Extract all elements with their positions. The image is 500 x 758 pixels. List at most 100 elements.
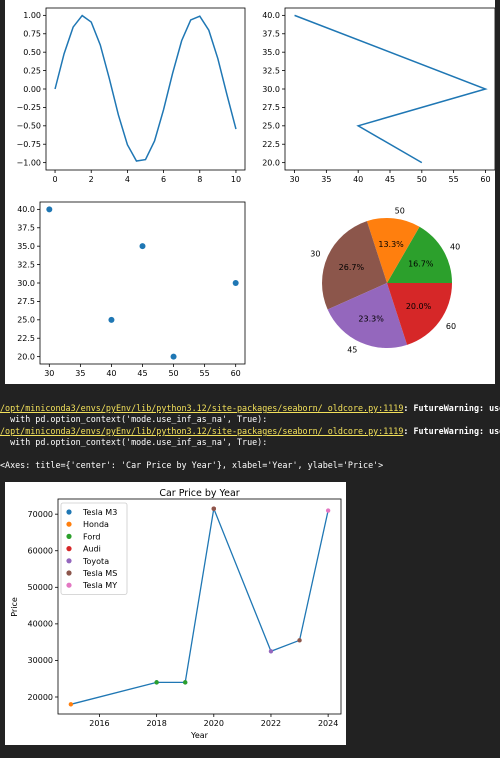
scatter-ytick-label: 27.5 (17, 297, 35, 306)
warning-1-path-link[interactable]: /opt/miniconda3/envs/pyEnv/lib/python3.1… (0, 403, 404, 413)
scatter-point (46, 206, 53, 213)
subplot-figure: 0 2 4 6 8 10 1.00 0.75 0.50 0.25 0.00 −0.25 −0.50 −0.… (5, 0, 496, 384)
price-ytick-label: 40000 (28, 620, 53, 629)
price-xtick-label: 2022 (261, 719, 281, 728)
price-legend: Tesla M3 Honda Ford Audi Toyota Tesla MS Tesla… (60, 502, 128, 595)
scatter-frame (39, 201, 246, 365)
sine-frame (45, 7, 246, 171)
price-chart-title: Car Price by Year (159, 488, 239, 499)
pie-slice (366, 218, 420, 283)
pie-pct-label: 26.7% (339, 263, 365, 272)
price-point-tesla-ms (211, 506, 216, 511)
scatter-xtick-label: 55 (200, 369, 210, 378)
zigzag-xtick-label: 45 (385, 175, 395, 184)
pie-pct-label: 23.3% (358, 315, 384, 324)
scatter-point (108, 316, 115, 323)
warning-line-2b: with pd.option_context('mode.use_inf_as_… (0, 437, 268, 447)
zigzag-xtick-label: 40 (353, 175, 363, 184)
warning-1-message: : FutureWarning: use_inf_as_na option is… (403, 403, 500, 413)
price-xlabel: Year (190, 731, 209, 740)
sine-ytick-label: 0.75 (23, 30, 41, 39)
price-xtick-label: 2016 (89, 719, 109, 728)
scatter-ytick-label: 22.5 (17, 334, 35, 343)
pie-pct-label: 16.7% (408, 260, 434, 269)
price-point-ford (154, 680, 159, 685)
sine-ytick-label: −0.75 (16, 140, 41, 149)
sine-xtick-label: 2 (89, 175, 94, 184)
zigzag-xtick-label: 35 (321, 175, 331, 184)
pie-slice (387, 283, 452, 345)
zigzag-ytick-label: 35.0 (262, 48, 280, 57)
price-point-honda (68, 702, 74, 707)
scatter-xtick-label: 35 (75, 369, 85, 378)
axes-repr-output: <Axes: title={'center': 'Car Price by Ye… (0, 460, 384, 470)
price-ytick-label: 50000 (28, 583, 53, 592)
legend-marker (66, 521, 72, 527)
legend-label: Audi (83, 545, 101, 554)
scatter-ytick-label: 35.0 (17, 242, 35, 251)
scatter-ytick-label: 25.0 (17, 316, 35, 325)
sine-ytick-label: −0.25 (16, 103, 41, 112)
pie-slice-label: 40 (450, 243, 460, 252)
warning-2-path-link[interactable]: /opt/miniconda3/envs/pyEnv/lib/python3.1… (0, 426, 404, 436)
pie-slice-label: 50 (395, 207, 405, 216)
scatter-axes: 30 35 40 45 50 55 60 40.0 37.5 35.0 32.5 30.0 27.5 25… (17, 201, 246, 378)
price-xtick-label: 2024 (318, 719, 338, 728)
scatter-ytick-label: 32.5 (17, 260, 35, 269)
sine-ytick-label: 0.25 (23, 66, 41, 75)
legend-label: Honda (83, 520, 109, 529)
sine-xtick-label: 6 (161, 175, 166, 184)
zigzag-xtick-label: 50 (417, 175, 427, 184)
scatter-xtick-label: 30 (44, 369, 54, 378)
legend-label: Ford (83, 532, 100, 541)
scatter-xtick-label: 45 (137, 369, 147, 378)
sine-xtick-label: 0 (52, 175, 57, 184)
sine-ytick-label: −1.00 (16, 158, 41, 167)
price-point-tesla-my (325, 508, 331, 513)
sine-ytick-label: 1.00 (23, 11, 41, 20)
legend-marker (66, 558, 72, 564)
zigzag-ytick-label: 40.0 (262, 11, 280, 20)
legend-label: Tesla M3 (82, 508, 117, 517)
scatter-ytick-label: 20.0 (17, 352, 35, 361)
zigzag-ytick-label: 20.0 (262, 158, 280, 167)
scatter-ytick-label: 30.0 (17, 279, 35, 288)
price-ytick-label: 20000 (28, 693, 53, 702)
price-legend-frame (60, 502, 128, 595)
pie-slice (327, 283, 408, 348)
zigzag-axes: 30 35 40 45 50 55 60 40.0 37.5 35.0 32.5 30.0 27.5 25… (262, 7, 496, 184)
zigzag-frame (284, 7, 496, 171)
sine-ytick-label: 0.00 (23, 85, 41, 94)
warning-2-message: : FutureWarning: use_inf_as_na option is… (403, 426, 500, 436)
pie-slice-label: 45 (347, 346, 357, 355)
price-xtick-label: 2020 (204, 719, 224, 728)
sine-ytick-label: −0.50 (16, 122, 41, 131)
zigzag-xtick-label: 60 (480, 175, 490, 184)
zigzag-ytick-label: 37.5 (262, 30, 280, 39)
price-ytick-label: 60000 (28, 547, 53, 556)
price-point-tesla-ms (297, 638, 302, 643)
price-frame (57, 498, 342, 715)
price-ytick-label: 70000 (28, 510, 53, 519)
zigzag-xtick-label: 30 (289, 175, 299, 184)
car-price-figure: 2016 2018 2020 2022 2024 70000 60000 50000 40000… (5, 482, 346, 745)
zigzag-ytick-label: 25.0 (262, 122, 280, 131)
scatter-ytick-label: 40.0 (17, 205, 35, 214)
legend-marker (66, 546, 72, 552)
car-price-figure-svg: 2016 2018 2020 2022 2024 70000 60000 50000 40000… (10, 488, 342, 740)
sine-xtick-label: 4 (125, 175, 130, 184)
zigzag-ytick-label: 22.5 (262, 140, 280, 149)
price-axes: 2016 2018 2020 2022 2024 70000 60000 50000 40000… (28, 498, 342, 728)
price-xtick-label: 2018 (146, 719, 166, 728)
scatter-xtick-label: 40 (106, 369, 116, 378)
pie-pct-label: 20.0% (406, 302, 432, 311)
warning-line-2: /opt/miniconda3/envs/pyEnv/lib/python3.1… (0, 425, 500, 437)
scatter-point (139, 243, 146, 250)
pie-slice-label: 60 (446, 322, 456, 331)
pie-slice (387, 226, 452, 283)
legend-label: Tesla MY (82, 581, 117, 590)
sine-axes: 0 2 4 6 8 10 1.00 0.75 0.50 0.25 0.00 −0.25 −0.50 −0.… (16, 7, 246, 184)
warning-line-1: /opt/miniconda3/envs/pyEnv/lib/python3.1… (0, 402, 500, 414)
legend-label: Toyota (82, 557, 109, 566)
sine-xtick-label: 8 (197, 175, 202, 184)
